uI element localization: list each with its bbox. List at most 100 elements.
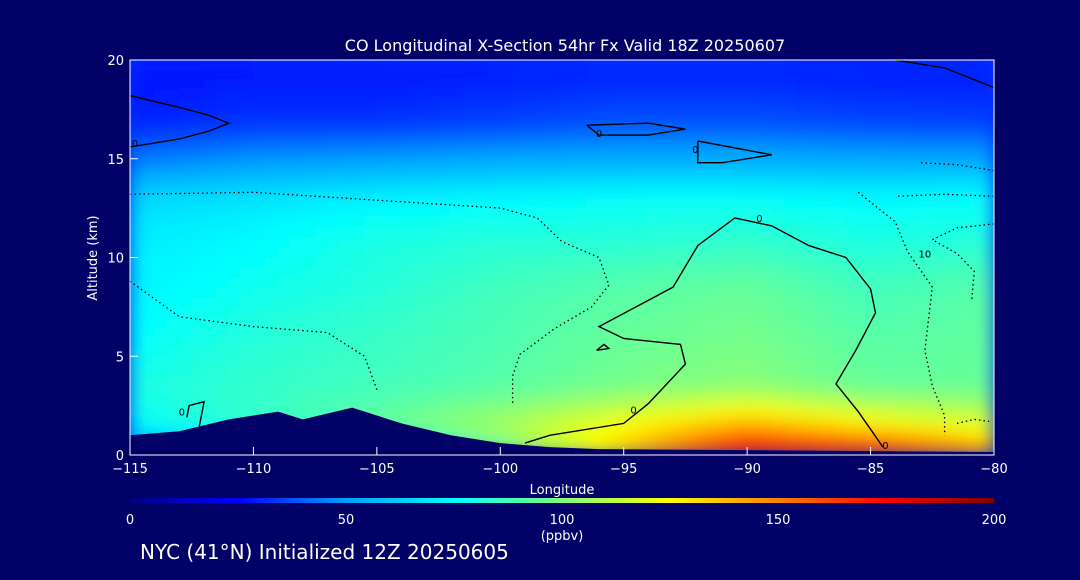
heat-cell	[660, 345, 674, 357]
heat-cell	[746, 316, 760, 328]
heat-cell	[438, 247, 452, 258]
heat-cell	[709, 355, 723, 367]
heat-cell	[573, 178, 588, 189]
heat-cell	[944, 395, 958, 407]
heat-cell	[931, 326, 946, 337]
heat-cell	[499, 108, 514, 120]
heat-cell	[931, 424, 946, 436]
heat-cell	[154, 326, 168, 337]
heat-cell	[141, 336, 156, 347]
heat-cell	[339, 266, 353, 278]
heat-cell	[364, 296, 378, 308]
heat-cell	[462, 336, 477, 347]
heat-cell	[833, 138, 847, 150]
heat-cell	[425, 326, 440, 337]
heat-cell	[808, 247, 822, 258]
heat-cell	[882, 257, 896, 268]
heat-cell	[857, 247, 872, 258]
heat-cell	[894, 128, 909, 140]
heat-cell	[771, 158, 785, 170]
heat-cell	[598, 345, 612, 357]
heat-cell	[919, 99, 933, 110]
heat-cell	[265, 336, 279, 347]
heat-cell	[894, 99, 909, 110]
heat-cell	[339, 158, 353, 170]
heat-cell	[438, 316, 452, 328]
heat-cell	[796, 365, 810, 377]
heat-cell	[968, 276, 983, 288]
heat-cell	[401, 257, 415, 268]
heat-cell	[598, 89, 612, 100]
heat-cell	[944, 60, 958, 71]
heat-cell	[499, 168, 514, 179]
contour-line-dotted	[956, 418, 990, 425]
heat-cell	[623, 197, 637, 209]
heat-cell	[314, 158, 328, 170]
heat-cell	[684, 415, 699, 426]
heat-cell	[721, 296, 736, 308]
heat-cell	[944, 197, 958, 209]
heat-cell	[919, 276, 933, 288]
heat-cell	[758, 316, 773, 328]
heat-cell	[413, 405, 427, 416]
heat-cell	[598, 168, 612, 179]
heat-cell	[166, 148, 180, 160]
heat-cell	[130, 336, 143, 347]
heat-cell	[413, 227, 427, 239]
heat-cell	[228, 345, 242, 357]
heat-cell	[154, 415, 168, 426]
heat-cell	[438, 326, 452, 337]
heat-cell	[635, 276, 649, 288]
heat-cell	[697, 148, 711, 160]
heat-cell	[820, 118, 835, 130]
heat-cell	[968, 247, 983, 258]
heat-cell	[339, 385, 353, 397]
heat-cell	[401, 365, 415, 377]
heat-cell	[499, 276, 514, 288]
heat-cell	[833, 336, 847, 347]
heat-cell	[857, 296, 872, 308]
heat-cell	[672, 345, 686, 357]
heat-cell	[919, 286, 933, 298]
heat-cell	[450, 375, 464, 387]
heat-cell	[425, 424, 440, 436]
heat-cell	[499, 306, 514, 318]
heat-cell	[154, 99, 168, 110]
heat-cell	[870, 375, 884, 387]
heat-cell	[228, 148, 242, 160]
heat-cell	[944, 227, 958, 239]
heat-cell	[907, 286, 921, 298]
heat-cell	[215, 99, 230, 110]
heat-cell	[326, 108, 341, 120]
heat-cell	[746, 227, 760, 239]
heat-cell	[499, 345, 514, 357]
heat-cell	[845, 138, 859, 150]
heat-cell	[351, 148, 366, 160]
heat-cell	[425, 237, 440, 249]
heat-cell	[512, 207, 526, 219]
heat-cell	[512, 326, 526, 337]
heat-cell	[981, 306, 994, 318]
heat-cell	[154, 217, 168, 229]
heat-cell	[758, 286, 773, 298]
heat-cell	[166, 247, 180, 258]
heat-cell	[623, 316, 637, 328]
heat-cell	[240, 217, 254, 229]
heat-cell	[475, 79, 489, 91]
heat-cell	[215, 138, 230, 150]
heat-cell	[956, 385, 970, 397]
heat-cell	[635, 158, 649, 170]
heat-cell	[130, 395, 143, 407]
heat-cell	[265, 79, 279, 91]
heat-cell	[610, 168, 625, 179]
heat-cell	[376, 286, 390, 298]
heat-cell	[462, 247, 477, 258]
heat-cell	[647, 69, 662, 81]
heat-cell	[475, 375, 489, 387]
heat-cell	[401, 276, 415, 288]
heat-cell	[425, 108, 440, 120]
heat-cell	[215, 336, 230, 347]
heat-cell	[462, 375, 477, 387]
heat-cell	[265, 257, 279, 268]
heat-cell	[388, 178, 403, 189]
